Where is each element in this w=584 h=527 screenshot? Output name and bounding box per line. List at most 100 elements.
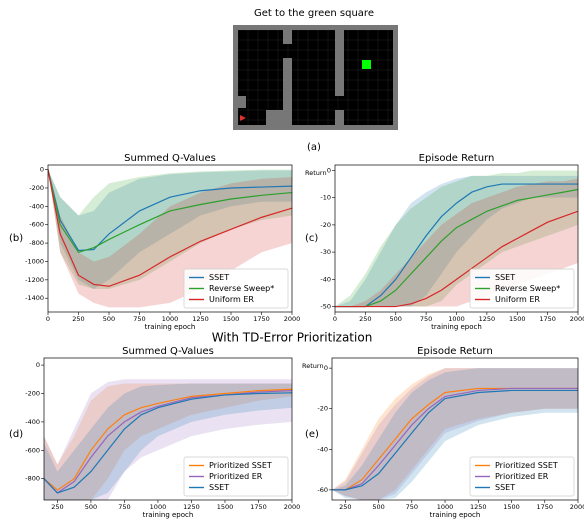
legend-label: SSET xyxy=(209,483,229,492)
band xyxy=(44,379,292,500)
x-tick-label: 500 xyxy=(390,315,402,323)
band xyxy=(44,383,292,500)
y-tick-label: -20 xyxy=(320,221,331,229)
x-tick-label: 1750 xyxy=(539,315,556,323)
legend-label: Reverse Sweep* xyxy=(209,284,274,293)
line xyxy=(335,183,578,308)
x-tick-label: 1250 xyxy=(479,315,496,323)
legend-label: Reverse Sweep* xyxy=(495,284,560,293)
legend-box xyxy=(183,268,289,309)
x-tick-label: 2000 xyxy=(284,315,301,323)
y-tick-label: -40 xyxy=(320,275,331,283)
x-tick-label: 250 xyxy=(51,503,63,511)
section-title: With TD-Error Prioritization xyxy=(212,331,373,345)
y-tick-label: -1000 xyxy=(25,257,44,265)
line xyxy=(44,388,292,491)
figure-title: Get to the green square xyxy=(254,8,374,19)
x-tick-label: 1750 xyxy=(250,503,267,511)
x-tick-label: 750 xyxy=(420,315,432,323)
legend-label: Uniform ER xyxy=(209,295,254,304)
x-tick-label: 0 xyxy=(333,315,337,323)
x-tick-label: 250 xyxy=(72,315,84,323)
y-tick-label: -600 xyxy=(25,446,40,454)
band xyxy=(335,175,578,307)
panel-label: (d) xyxy=(9,429,23,440)
y-tick-label: -50 xyxy=(320,303,331,311)
x-tick-label: 750 xyxy=(133,315,145,323)
panel-label: (a) xyxy=(307,142,321,153)
legend-box xyxy=(469,456,575,497)
gridworld xyxy=(233,25,398,130)
plot-frame xyxy=(334,164,579,313)
chart-title: Summed Q-Values xyxy=(124,153,216,164)
legend-label: Prioritized SSET xyxy=(495,461,558,470)
x-tick-label: 0 xyxy=(46,315,50,323)
chart-title: Summed Q-Values xyxy=(122,346,214,357)
line xyxy=(335,188,578,308)
panel-label: (e) xyxy=(305,429,319,440)
x-tick-label: 1750 xyxy=(536,503,553,511)
legend-label: Prioritized ER xyxy=(209,472,263,481)
x-tick-label: 1000 xyxy=(150,503,167,511)
x-axis-label: training epoch xyxy=(430,511,481,519)
y-tick-label: 0 xyxy=(327,166,331,174)
line xyxy=(332,387,578,491)
y-tick-label: -40 xyxy=(317,445,328,453)
line xyxy=(335,210,578,308)
x-tick-label: 1500 xyxy=(223,315,240,323)
plot-frame xyxy=(47,164,293,313)
line xyxy=(332,389,578,491)
x-tick-label: 1000 xyxy=(437,503,454,511)
band xyxy=(335,170,578,307)
y-tick-label: 0 xyxy=(324,364,328,372)
x-tick-label: 1500 xyxy=(217,503,234,511)
x-axis-label: training epoch xyxy=(145,323,196,331)
chart-title: Episode Return xyxy=(419,153,495,164)
legend-label: SSET xyxy=(209,273,229,282)
legend-label: Prioritized SSET xyxy=(209,461,272,470)
x-tick-label: 1250 xyxy=(192,315,209,323)
y-tick-label: -1400 xyxy=(25,294,44,302)
y-tick-label: 0 xyxy=(36,361,40,369)
y-axis-label: Return xyxy=(305,169,327,177)
x-tick-label: 1500 xyxy=(509,315,526,323)
x-axis-label: training epoch xyxy=(143,511,194,519)
x-tick-label: 1750 xyxy=(253,315,270,323)
y-tick-label: -600 xyxy=(29,221,44,229)
x-tick-label: 750 xyxy=(118,503,130,511)
line xyxy=(48,169,292,252)
y-tick-label: -800 xyxy=(29,239,44,247)
chart-title: Episode Return xyxy=(417,346,493,357)
x-axis-label: training epoch xyxy=(431,323,482,331)
x-tick-label: 1000 xyxy=(448,315,465,323)
x-tick-label: 500 xyxy=(85,503,97,511)
plot-frame xyxy=(43,357,293,501)
x-tick-label: 1250 xyxy=(470,503,487,511)
legend-label: Prioritized ER xyxy=(495,472,549,481)
band xyxy=(332,368,578,500)
y-tick-label: -200 xyxy=(25,390,40,398)
band xyxy=(332,368,578,500)
y-tick-label: -400 xyxy=(25,418,40,426)
x-tick-label: 500 xyxy=(103,315,115,323)
y-tick-label: -200 xyxy=(29,184,44,192)
line xyxy=(48,169,292,253)
legend-label: SSET xyxy=(495,273,515,282)
y-tick-label: -20 xyxy=(317,405,328,413)
band xyxy=(48,169,292,308)
x-tick-label: 750 xyxy=(406,503,418,511)
x-tick-label: 250 xyxy=(339,503,351,511)
y-tick-label: -60 xyxy=(317,486,328,494)
line xyxy=(44,392,292,494)
x-tick-label: 2000 xyxy=(570,315,584,323)
x-tick-label: 1250 xyxy=(183,503,200,511)
y-tick-label: -30 xyxy=(320,248,331,256)
band xyxy=(44,383,292,500)
x-tick-label: 1500 xyxy=(503,503,520,511)
legend-label: SSET xyxy=(495,483,515,492)
y-tick-label: -800 xyxy=(25,475,40,483)
plot-frame xyxy=(331,357,579,501)
line xyxy=(48,169,292,287)
x-tick-label: 250 xyxy=(359,315,371,323)
